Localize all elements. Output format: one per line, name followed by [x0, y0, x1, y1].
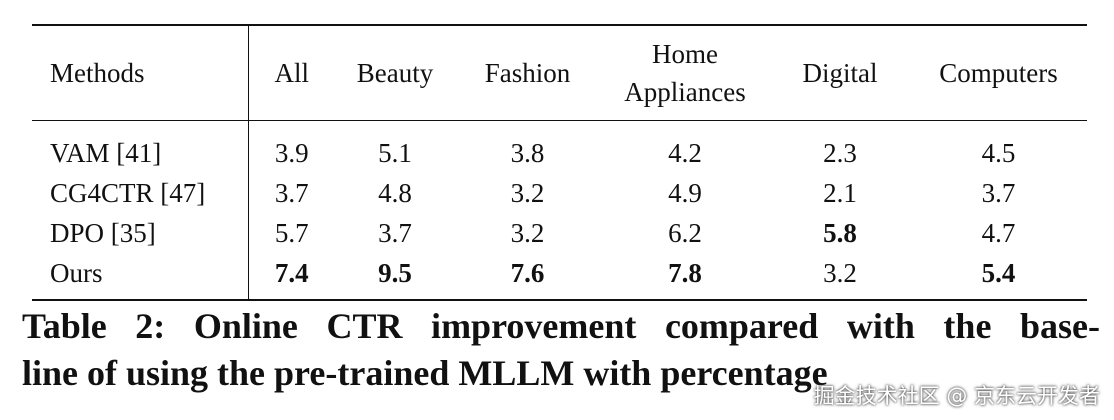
table-cell: 2.1 — [823, 178, 857, 208]
table-cell: 3.2 — [823, 258, 857, 288]
header-cell: Home Appliances — [600, 25, 770, 121]
table-cell: CG4CTR [47] — [32, 173, 249, 213]
header-text: Methods — [50, 58, 145, 88]
table-cell: DPO [35] — [32, 213, 249, 253]
table-body: VAM [41] 3.9 5.1 3.8 4.2 2.3 4.5 CG4CTR [47] 3.7… — [32, 120, 1087, 300]
header-text: All — [274, 58, 309, 88]
results-table: Methods All Beauty Fashion Home Appliances Di… — [32, 24, 1087, 301]
table-cell: 3.8 — [510, 138, 545, 168]
header-text: Computers — [939, 58, 1058, 88]
header-cell: Methods — [32, 25, 249, 121]
watermark: 掘金技术社区 @ 京东云开发者 — [813, 384, 1100, 408]
table-cell: 4.7 — [981, 218, 1016, 248]
header-cell: Beauty — [335, 25, 455, 121]
table-cell: 3.9 — [274, 138, 309, 168]
table-cell: 7.6 — [510, 258, 545, 288]
table-row: VAM [41] 3.9 5.1 3.8 4.2 2.3 4.5 — [32, 120, 1087, 173]
table-cell: 7.4 — [274, 258, 309, 288]
table-row: DPO [35] 5.7 3.7 3.2 6.2 5.8 4.7 — [32, 213, 1087, 253]
header-row: Methods All Beauty Fashion Home Appliances Di… — [32, 25, 1087, 121]
header-cell: Fashion — [455, 25, 600, 121]
table-cell: 4.9 — [668, 178, 702, 208]
table-cell: VAM [41] — [32, 120, 249, 173]
table-cell: 5.8 — [823, 218, 857, 248]
table-cell: 7.8 — [668, 258, 702, 288]
table-cell: 3.2 — [510, 218, 545, 248]
table-cell: 3.7 — [378, 218, 412, 248]
header-cell: Computers — [910, 25, 1087, 121]
table-cell: 4.8 — [378, 178, 412, 208]
header-text: Fashion — [484, 58, 571, 88]
table-cell: Ours — [32, 253, 249, 300]
caption-line: Table 2: Online CTR improvement compared… — [22, 306, 1100, 346]
caption-line: line of using the pre-trained MLLM with … — [22, 353, 828, 393]
header-text: Digital — [802, 58, 878, 88]
table-cell: 6.2 — [668, 218, 702, 248]
table-row: CG4CTR [47] 3.7 4.8 3.2 4.9 2.1 3.7 — [32, 173, 1087, 213]
header-text: Beauty — [356, 58, 434, 88]
table-cell: 5.7 — [274, 218, 309, 248]
table-cell: 3.7 — [981, 178, 1016, 208]
header-cell: Digital — [770, 25, 910, 121]
table-cell: 5.1 — [378, 138, 412, 168]
table-cell: 4.5 — [981, 138, 1016, 168]
table-row: Ours 7.4 9.5 7.6 7.8 3.2 5.4 — [32, 253, 1087, 300]
table-cell: 3.2 — [510, 178, 545, 208]
header-text: Home Appliances — [624, 39, 746, 107]
table-cell: 5.4 — [981, 258, 1016, 288]
table-cell: 3.7 — [274, 178, 309, 208]
table-cell: 9.5 — [378, 258, 412, 288]
table-cell: 4.2 — [668, 138, 702, 168]
table-cell: 2.3 — [823, 138, 857, 168]
header-cell: All — [248, 25, 335, 121]
